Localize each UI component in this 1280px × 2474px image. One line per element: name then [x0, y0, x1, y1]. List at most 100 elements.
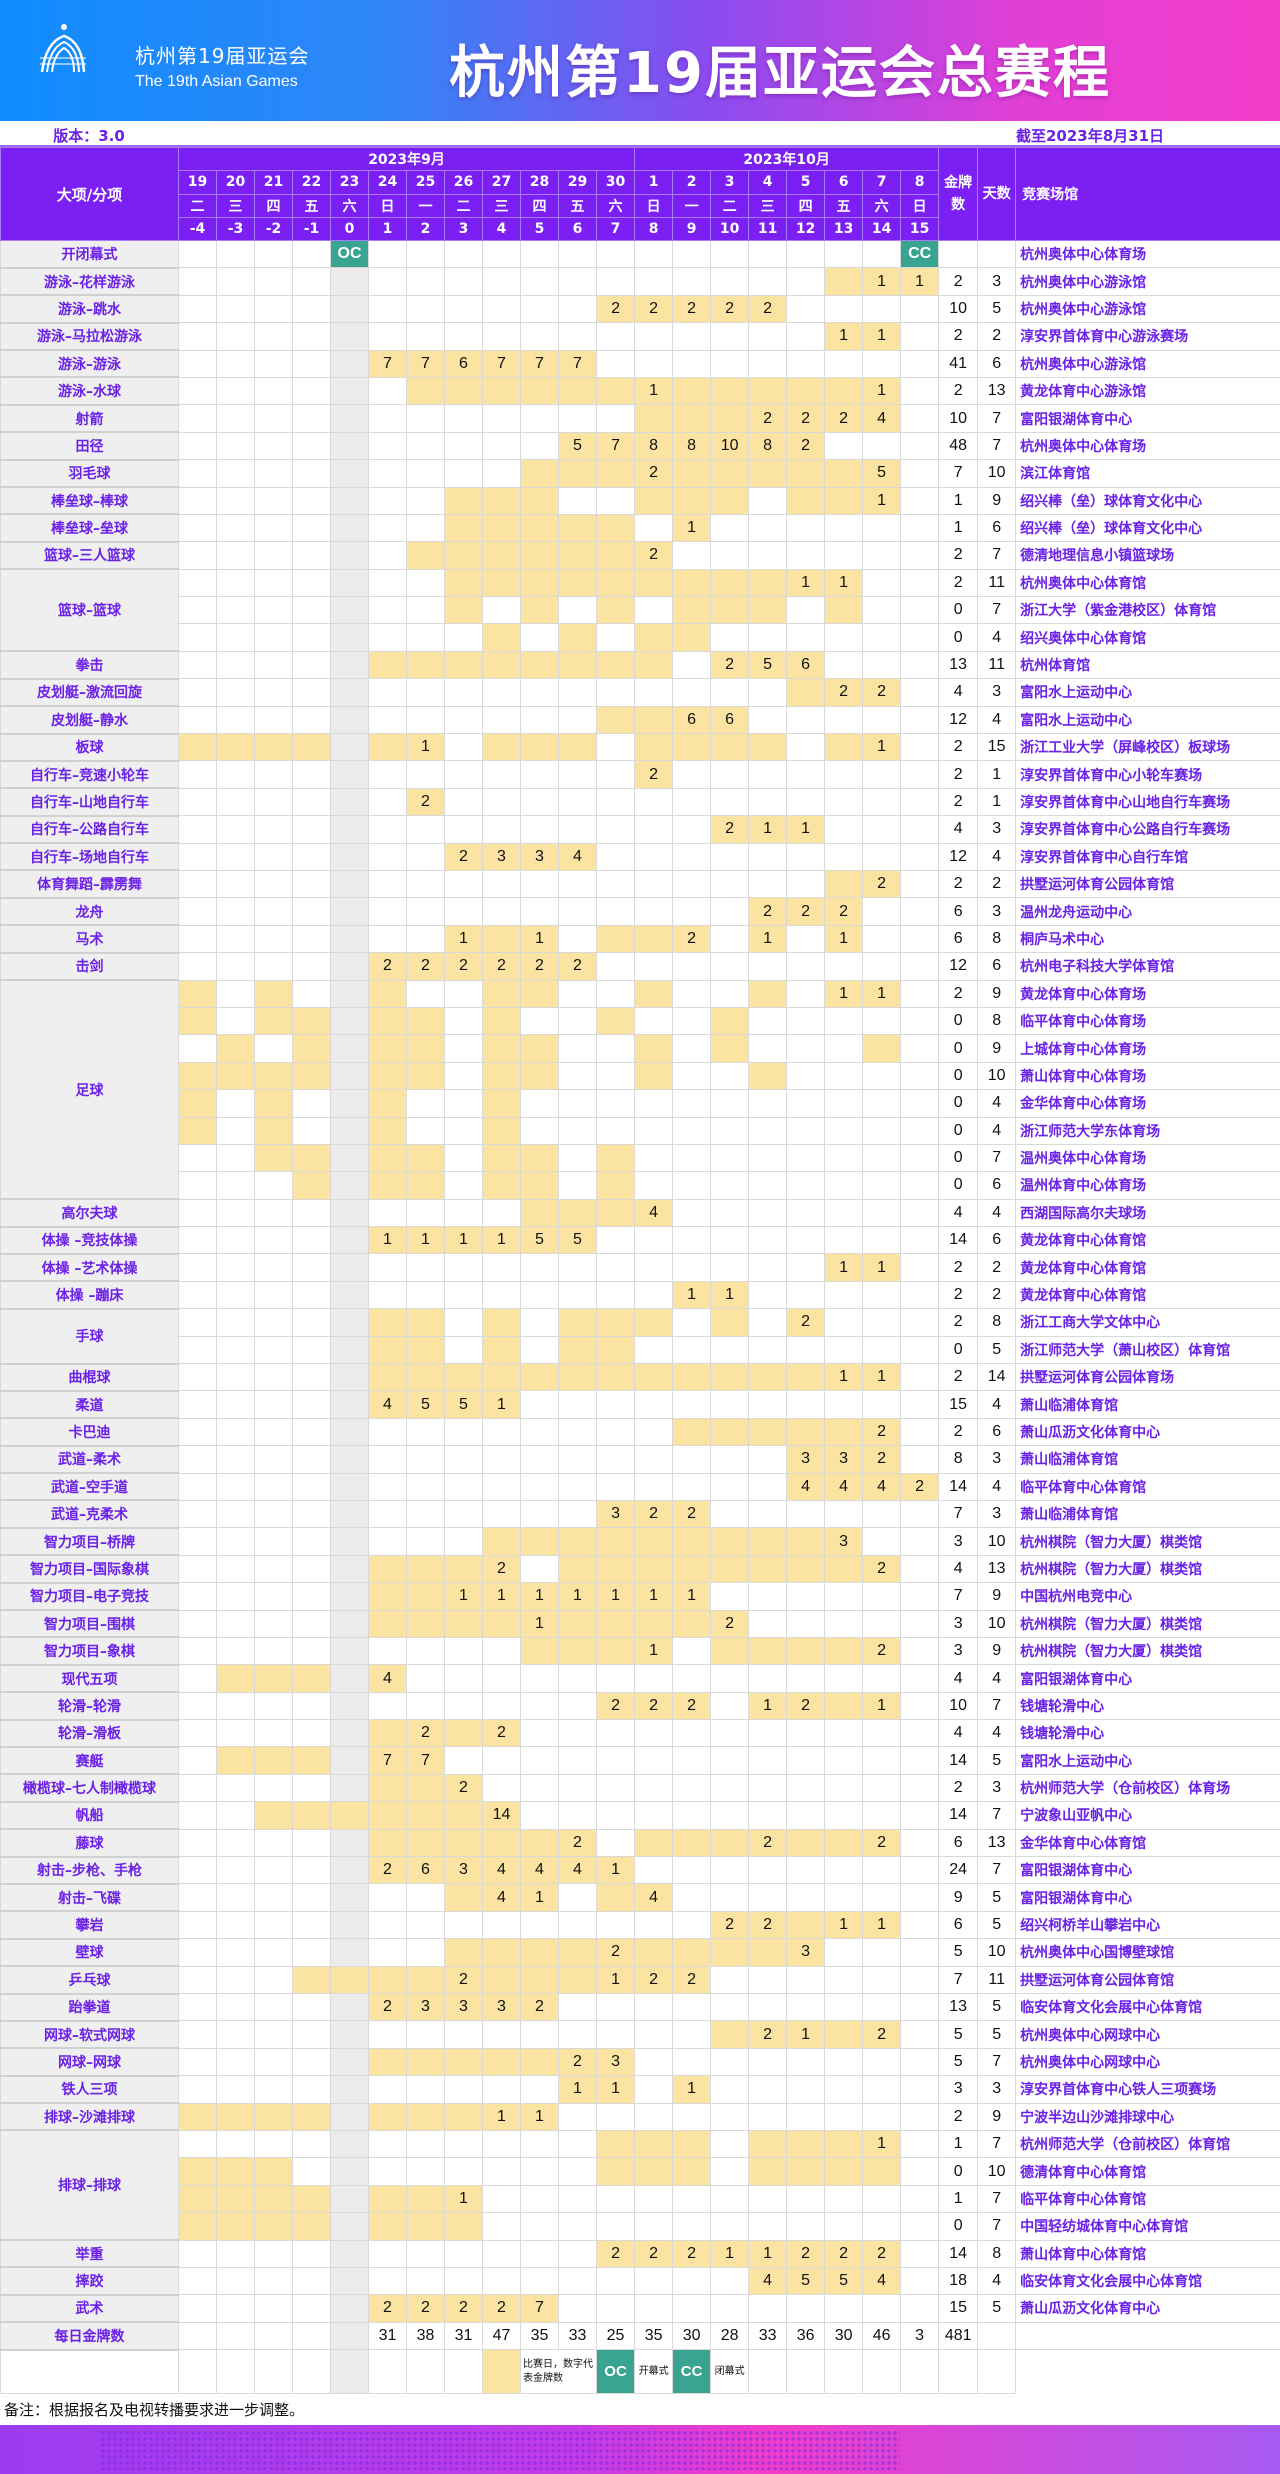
schedule-cell: 6 [406, 1856, 445, 1885]
event-row: 0 4 绍兴奥体中心体育馆 [1, 623, 1280, 652]
schedule-cell [254, 1691, 293, 1721]
daily-gold-count [178, 2321, 217, 2351]
gold-medal-count: 10 [938, 1691, 979, 1721]
competition-days: 10 [977, 459, 1017, 488]
schedule-cell [368, 787, 407, 817]
schedule-cell [558, 2294, 597, 2323]
schedule-cell [330, 815, 369, 844]
schedule-cell [786, 1664, 826, 1693]
competition-days: 5 [977, 1883, 1017, 1912]
schedule-cell: 2 [710, 294, 750, 324]
schedule-cell [216, 760, 255, 789]
schedule-cell: 2 [748, 1828, 788, 1858]
weekday-header: 一 [672, 193, 712, 218]
schedule-cell [254, 924, 293, 954]
event-label: 射箭 [0, 404, 179, 434]
schedule-cell: 2 [406, 787, 445, 817]
schedule-cell [482, 1746, 521, 1775]
gold-medal-count: 0 [938, 623, 979, 652]
schedule-cell [482, 2075, 521, 2104]
schedule-cell [216, 1006, 255, 1036]
schedule-cell [216, 1445, 255, 1474]
schedule-cell [178, 1171, 217, 1200]
schedule-cell: 1 [595, 2075, 636, 2104]
gold-medal-count: 2 [938, 1773, 979, 1803]
schedule-cell [824, 869, 864, 899]
schedule-cell: 2 [368, 1856, 407, 1885]
schedule-cell [520, 979, 559, 1008]
schedule-cell [482, 1280, 521, 1310]
gold-medal-count: 2 [938, 2102, 979, 2131]
gold-medal-count [938, 239, 979, 269]
competition-days: 1 [977, 787, 1017, 817]
day-number-header: 7 [595, 216, 636, 242]
schedule-cell: 3 [406, 1992, 445, 2022]
schedule-cell [482, 431, 521, 461]
schedule-cell [710, 267, 750, 296]
gold-medal-count: 0 [938, 2157, 979, 2186]
day-number-header: -1 [292, 216, 331, 242]
schedule-cell [368, 1499, 407, 1529]
schedule-cell [330, 1527, 369, 1556]
schedule-cell: 2 [672, 294, 712, 324]
schedule-cell [710, 1006, 750, 1036]
schedule-cell [330, 568, 369, 598]
weekday-header: 二 [710, 193, 750, 218]
gold-medal-count: 2 [938, 979, 979, 1008]
schedule-cell [558, 376, 597, 406]
schedule-cell [178, 1006, 217, 1036]
schedule-cell [178, 1746, 217, 1775]
event-label: 游泳–马拉松游泳 [0, 322, 179, 352]
schedule-cell [900, 733, 940, 762]
schedule-cell [292, 404, 331, 433]
schedule-cell [786, 322, 826, 351]
schedule-cell [862, 294, 902, 324]
event-row: 0 4 浙江师范大学东体育场 [1, 1116, 1280, 1145]
event-row: 龙舟 2 2 2 6 3 温州龙舟运动中心 [0, 897, 1280, 927]
schedule-cell [444, 760, 483, 789]
schedule-cell: 2 [595, 2239, 636, 2268]
schedule-cell [330, 1006, 369, 1036]
gold-medal-count: 9 [938, 1883, 979, 1912]
competition-days: 4 [977, 1198, 1017, 1228]
weekday-header: 五 [824, 193, 864, 218]
schedule-cell: 1 [520, 1582, 559, 1611]
event-row: 自行车–山地自行车 2 2 1 淳安界首体育中心山地自行车赛场 [0, 787, 1280, 817]
schedule-cell [672, 376, 712, 406]
schedule-cell [634, 1472, 674, 1501]
venue-name: 杭州奥体中心体育馆 [1015, 568, 1280, 598]
competition-days: 7 [977, 1856, 1017, 1885]
competition-days: 3 [977, 897, 1017, 926]
schedule-cell: 2 [634, 294, 674, 324]
schedule-cell: 2 [634, 541, 674, 570]
schedule-cell [786, 1719, 826, 1748]
schedule-cell: 1 [444, 1582, 483, 1611]
event-label: 游泳–游泳 [0, 349, 179, 379]
schedule-cell: 1 [862, 733, 902, 762]
event-label: 橄榄球–七人制橄榄球 [0, 1773, 179, 1803]
competition-days: 7 [977, 2129, 1017, 2159]
version-label: 版本：3.0 [53, 127, 125, 145]
schedule-cell [558, 650, 597, 680]
schedule-cell [368, 1883, 407, 1912]
schedule-cell [330, 1992, 369, 2022]
competition-days: 2 [977, 1280, 1017, 1310]
schedule-cell [595, 1226, 636, 1255]
schedule-cell [330, 1910, 369, 1940]
schedule-cell [292, 1527, 331, 1556]
schedule-cell [444, 2102, 483, 2131]
schedule-cell [672, 1390, 712, 1419]
schedule-cell [216, 1280, 255, 1310]
gold-medal-count: 2 [938, 376, 979, 406]
schedule-cell: 1 [862, 322, 902, 351]
daily-gold-count [330, 2321, 369, 2351]
schedule-cell: 7 [368, 1746, 407, 1775]
venue-name: 临安体育文化会展中心体育馆 [1015, 1992, 1280, 2022]
schedule-cell [368, 1527, 407, 1556]
schedule-cell [406, 568, 445, 598]
schedule-cell [824, 1883, 864, 1912]
event-label: 赛艇 [0, 1746, 179, 1776]
schedule-cell [672, 1883, 712, 1912]
schedule-cell [292, 1171, 331, 1200]
competition-days: 8 [977, 1006, 1017, 1036]
